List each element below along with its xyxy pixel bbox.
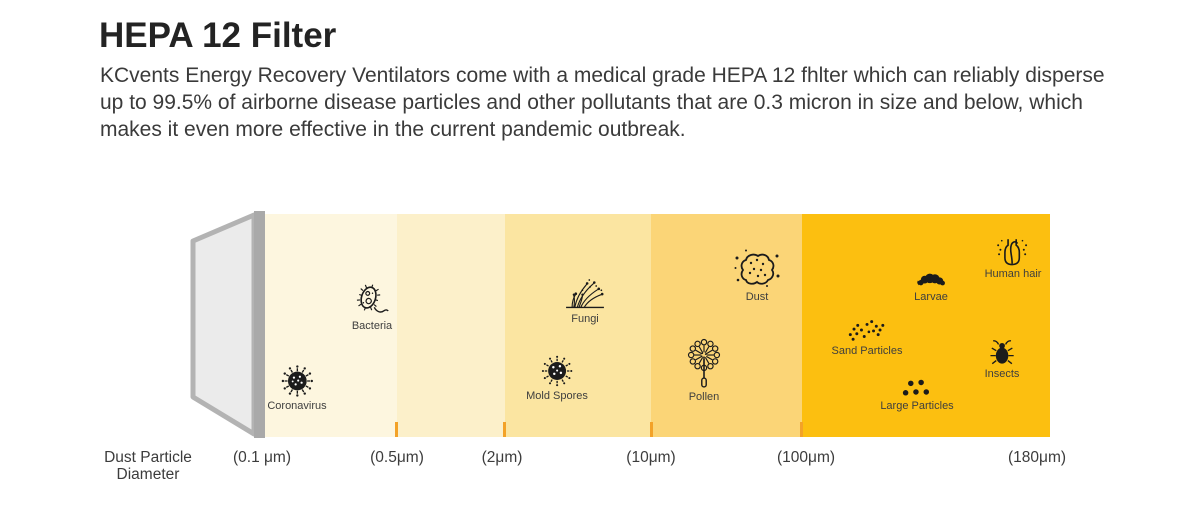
particle-label: Mold Spores <box>526 390 588 402</box>
page-title: HEPA 12 Filter <box>99 16 337 55</box>
band-0.5um <box>397 214 505 437</box>
sand-particles-icon <box>848 320 885 341</box>
particle-label: Human hair <box>984 268 1042 280</box>
band-0.1um <box>262 214 397 437</box>
particle-label: Coronavirus <box>267 400 327 412</box>
particle-fungi: Fungi <box>564 273 607 325</box>
scale-tick <box>395 422 398 437</box>
scale-label-0.1um: (0.1 μm) <box>232 449 292 466</box>
particle-label: Larvae <box>914 291 948 303</box>
bacteria-icon <box>357 284 389 313</box>
particle-label: Fungi <box>571 313 599 325</box>
particle-human-hair: Human hair <box>984 237 1042 280</box>
particle-label: Sand Particles <box>831 345 903 357</box>
particle-label: Large Particles <box>880 400 954 412</box>
particle-label: Pollen <box>688 391 720 403</box>
scale-tick <box>650 422 653 437</box>
particle-larvae: Larvae <box>914 272 948 303</box>
coronavirus-icon <box>281 365 313 397</box>
insects-icon <box>990 340 1014 365</box>
larvae-icon <box>917 273 946 286</box>
filter-panel-icon <box>190 211 265 438</box>
particle-sand-particles: Sand Particles <box>831 317 903 357</box>
particle-large-particles: Large Particles <box>880 379 954 412</box>
band-100um <box>802 214 1050 437</box>
axis-label-line2: Diameter <box>116 466 180 483</box>
band-2um <box>505 214 651 437</box>
axis-label-line1: Dust Particle <box>104 449 192 466</box>
dust-icon <box>734 249 780 287</box>
particle-bacteria: Bacteria <box>352 282 392 332</box>
scale-label-10um: (10μm) <box>626 449 676 466</box>
human-hair-icon <box>997 238 1028 266</box>
particle-insects: Insects <box>984 339 1020 380</box>
particle-label: Insects <box>984 368 1020 380</box>
scale-tick <box>503 422 506 437</box>
particle-label: Dust <box>745 291 769 303</box>
particle-dust: Dust <box>734 249 780 303</box>
scale-label-0.5um: (0.5μm) <box>370 449 424 466</box>
axis-label: Dust Particle Diameter <box>104 449 192 483</box>
particle-pollen: Pollen <box>685 337 724 403</box>
scale-label-180um: (180μm) <box>1007 449 1067 466</box>
mold-spores-icon <box>541 355 573 387</box>
particle-label: Bacteria <box>351 320 393 332</box>
band-10um <box>651 214 802 437</box>
large-particles-icon <box>903 379 930 396</box>
scale-label-2um: (2μm) <box>481 449 523 466</box>
fungi-icon <box>566 279 604 309</box>
scale-label-100um: (100μm) <box>776 449 836 466</box>
particle-mold-spores: Mold Spores <box>526 354 588 402</box>
scale-tick <box>800 422 803 437</box>
description-paragraph: KCvents Energy Recovery Ventilators come… <box>100 64 1105 141</box>
particle-coronavirus: Coronavirus <box>267 364 327 412</box>
pollen-icon <box>687 338 721 388</box>
